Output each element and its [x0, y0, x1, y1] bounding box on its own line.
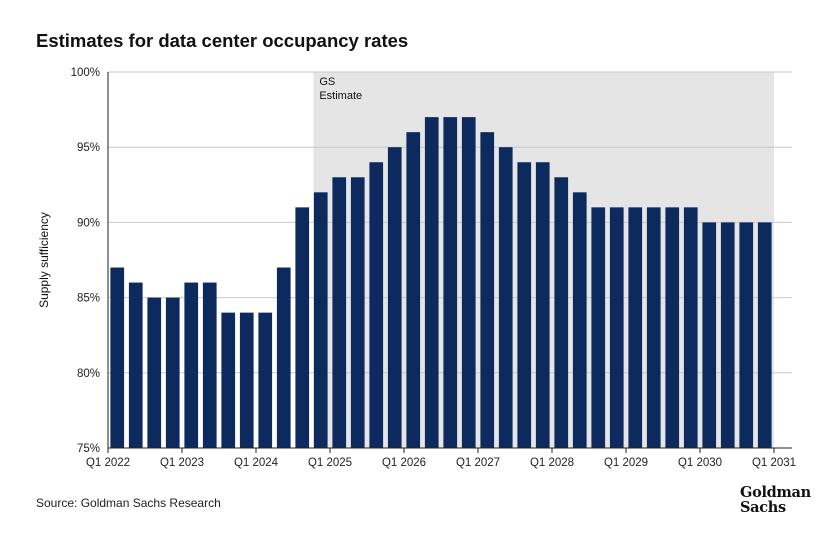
logo-line-2: Sachs: [740, 499, 786, 516]
y-tick-label: 85%: [77, 293, 100, 305]
bar: [461, 117, 476, 449]
chart-title: Estimates for data center occupancy rate…: [36, 30, 409, 51]
bar: [517, 162, 532, 449]
bar: [258, 312, 273, 448]
bar: [406, 132, 421, 448]
bar: [424, 117, 439, 449]
bar: [128, 282, 143, 448]
bar: [165, 297, 180, 448]
source-note: Source: Goldman Sachs Research: [36, 496, 221, 510]
x-tick-label: Q1 2022: [86, 457, 130, 469]
bar: [480, 132, 495, 448]
bar: [295, 207, 310, 448]
bar: [369, 162, 384, 449]
bar: [628, 207, 643, 448]
bar: [554, 177, 569, 448]
bar: [757, 222, 772, 448]
bar: [498, 147, 513, 448]
x-tick-label: Q1 2028: [530, 457, 574, 469]
bar: [313, 192, 328, 448]
x-tick-label: Q1 2023: [160, 457, 204, 469]
bar: [184, 282, 199, 448]
bar: [609, 207, 624, 448]
bar: [702, 222, 717, 448]
bar: [110, 267, 125, 448]
x-tick-label: Q1 2025: [308, 457, 352, 469]
x-tick-label: Q1 2026: [382, 457, 426, 469]
y-tick-label: 75%: [77, 443, 100, 455]
bar: [683, 207, 698, 448]
x-tick-label: Q1 2029: [604, 457, 648, 469]
logo-line-1: Goldman: [740, 484, 811, 501]
bar: [387, 147, 402, 448]
y-tick-label: 95%: [77, 142, 100, 154]
bar: [665, 207, 680, 448]
bar: [239, 312, 254, 448]
goldman-sachs-logo: Goldman Sachs: [740, 485, 811, 515]
x-tick-label: Q1 2031: [752, 457, 796, 469]
bar: [535, 162, 550, 449]
bar: [276, 267, 291, 448]
bar: [646, 207, 661, 448]
bar: [739, 222, 754, 448]
x-tick-label: Q1 2024: [234, 457, 279, 469]
y-tick-label: 80%: [77, 368, 100, 380]
bar: [720, 222, 735, 448]
y-tick-label: 90%: [77, 217, 100, 229]
y-tick-label: 100%: [71, 67, 100, 79]
bar: [147, 297, 162, 448]
estimate-label: GS: [319, 76, 335, 88]
bar: [221, 312, 236, 448]
bar: [572, 192, 587, 448]
bar: [443, 117, 458, 449]
estimate-label: Estimate: [319, 90, 362, 102]
bar: [591, 207, 606, 448]
bar: [350, 177, 365, 448]
bar: [202, 282, 217, 448]
x-tick-label: Q1 2030: [678, 457, 722, 469]
x-tick-label: Q1 2027: [456, 457, 500, 469]
bar: [332, 177, 347, 448]
